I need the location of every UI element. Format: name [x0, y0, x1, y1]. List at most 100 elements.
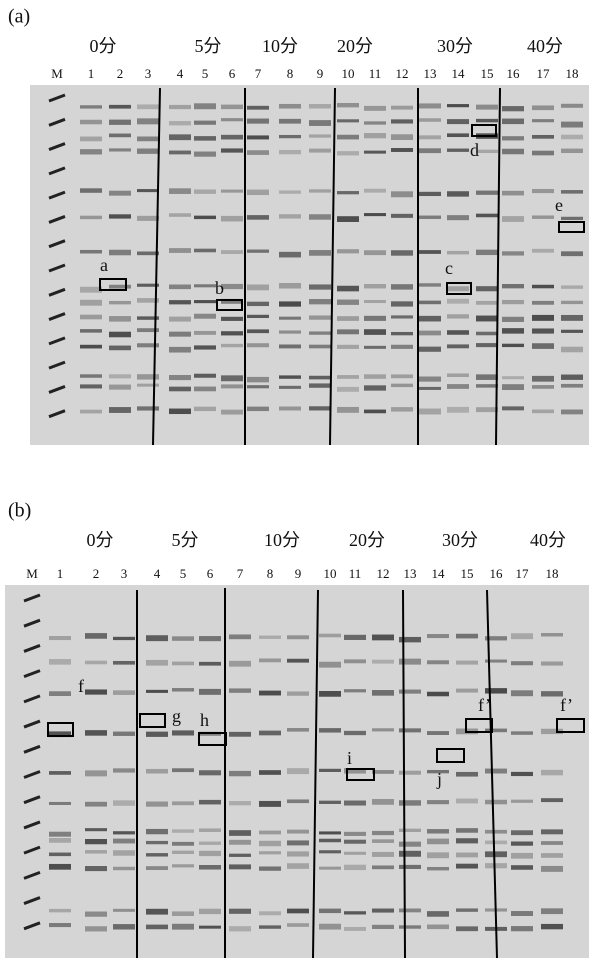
band [319, 634, 341, 638]
band [532, 409, 554, 413]
band [476, 150, 498, 153]
band [427, 911, 449, 917]
annotation-label: a [100, 255, 108, 275]
band [309, 214, 331, 219]
band [247, 407, 269, 411]
band [419, 316, 441, 322]
band [229, 661, 251, 667]
panel-label: (a) [8, 6, 30, 28]
band [372, 728, 394, 731]
annotation-label: h [200, 710, 209, 730]
band [279, 104, 301, 109]
band [194, 345, 216, 349]
band [80, 410, 102, 414]
band [169, 248, 191, 253]
band [49, 691, 71, 696]
band [561, 122, 583, 128]
band [372, 865, 394, 869]
band [49, 838, 71, 843]
lane-label: 2 [117, 66, 124, 81]
band [169, 213, 191, 217]
lane-label: 5 [180, 566, 187, 581]
band [169, 151, 191, 155]
band [456, 799, 478, 804]
band [80, 137, 102, 142]
band [561, 347, 583, 353]
band [80, 216, 102, 219]
lane-label: 13 [404, 566, 417, 581]
band [399, 851, 421, 857]
band [146, 802, 168, 807]
band [199, 828, 221, 832]
lane-label: 10 [324, 566, 337, 581]
band [85, 926, 107, 931]
band [221, 317, 243, 321]
band [391, 148, 413, 152]
band [199, 689, 221, 695]
band [169, 285, 191, 290]
band [146, 909, 168, 915]
band [456, 926, 478, 931]
band [259, 731, 281, 736]
band [85, 912, 107, 917]
group-label: 30分 [437, 36, 473, 56]
band [391, 315, 413, 318]
band [476, 191, 498, 195]
band [194, 103, 216, 109]
band [109, 134, 131, 138]
band [364, 385, 386, 390]
band [221, 135, 243, 140]
band [287, 799, 309, 803]
band [113, 661, 135, 665]
band [137, 251, 159, 255]
band [447, 373, 469, 377]
band [456, 838, 478, 843]
band [561, 301, 583, 304]
band [364, 151, 386, 154]
band [476, 316, 498, 322]
band [364, 346, 386, 349]
band [194, 300, 216, 303]
band [391, 384, 413, 387]
lane-label: M [26, 566, 38, 581]
band [113, 831, 135, 834]
band [485, 851, 507, 857]
band [532, 285, 554, 289]
band [279, 214, 301, 218]
band [399, 829, 421, 832]
band [169, 300, 191, 304]
band [561, 149, 583, 153]
band [532, 385, 554, 389]
band [419, 118, 441, 121]
group-label: 0分 [90, 36, 117, 56]
band [146, 866, 168, 870]
band [511, 830, 533, 835]
band [287, 691, 309, 695]
band [502, 328, 524, 333]
band [309, 299, 331, 304]
band [221, 105, 243, 110]
band [344, 865, 366, 870]
group-label: 30分 [442, 530, 478, 550]
band [511, 690, 533, 696]
band [364, 121, 386, 124]
band [561, 190, 583, 194]
band [247, 385, 269, 388]
band [391, 284, 413, 289]
band [137, 374, 159, 379]
band [49, 864, 71, 870]
group-label: 5分 [172, 530, 199, 550]
band [80, 315, 102, 320]
band [259, 866, 281, 870]
band [337, 407, 359, 413]
band [532, 215, 554, 218]
band [364, 189, 386, 193]
band [229, 801, 251, 805]
band [319, 924, 341, 930]
band [80, 188, 102, 192]
band [419, 216, 441, 219]
group-label: 10分 [262, 36, 298, 56]
band [199, 770, 221, 775]
band [109, 285, 131, 289]
band [447, 119, 469, 124]
